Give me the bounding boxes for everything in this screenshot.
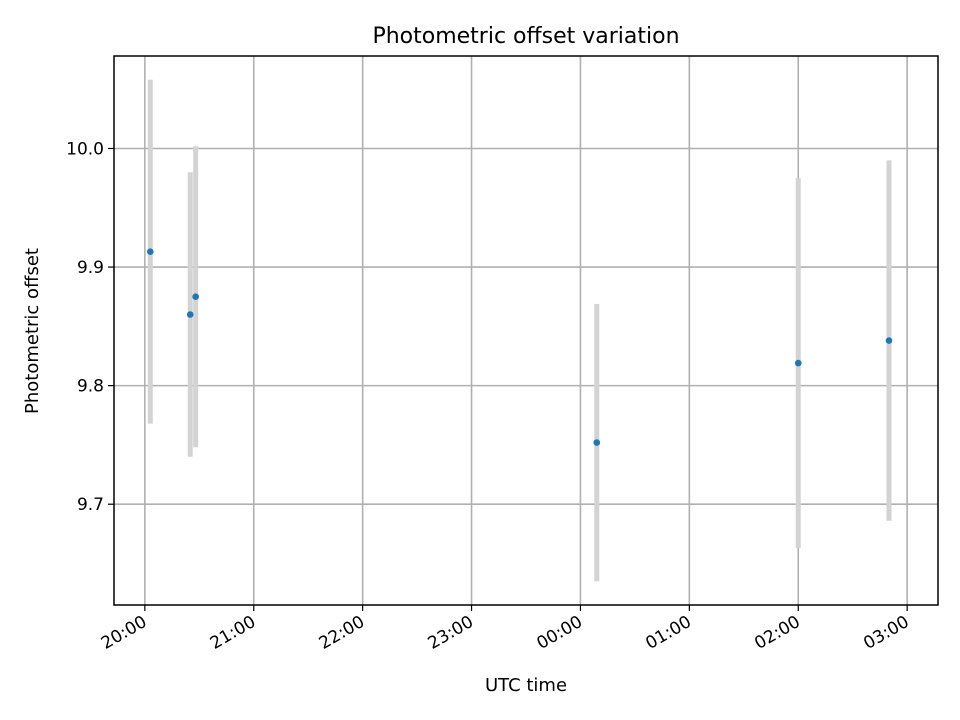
x-axis-label: UTC time	[485, 675, 567, 696]
chart-title: Photometric offset variation	[372, 24, 679, 49]
y-tick-label: 9.7	[77, 495, 104, 515]
data-point	[186, 311, 194, 318]
y-tick-label: 9.9	[77, 258, 104, 278]
data-point	[192, 293, 199, 301]
y-axis-label: Photometric offset	[22, 248, 43, 414]
plot-frame	[113, 55, 939, 606]
data-points	[146, 248, 893, 446]
y-tick-label: 9.8	[77, 377, 104, 397]
data-point	[885, 337, 893, 344]
y-tick-label: 10.0	[66, 139, 104, 159]
data-point	[593, 439, 601, 446]
data-point	[794, 359, 802, 367]
data-point	[146, 248, 154, 255]
